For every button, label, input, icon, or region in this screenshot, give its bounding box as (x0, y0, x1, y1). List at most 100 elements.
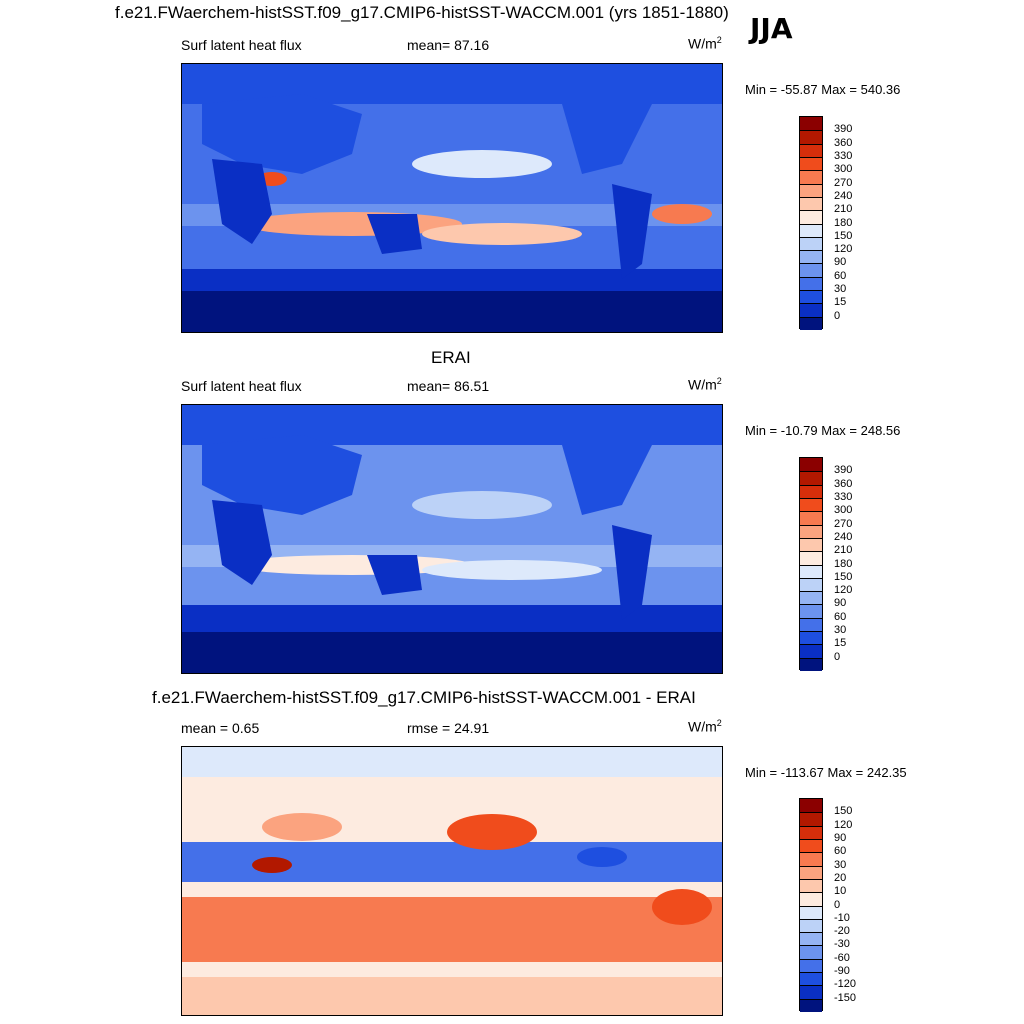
panel2-colorbar-tick-label: 30 (834, 624, 847, 637)
panel3-colorbar-swatch (800, 985, 822, 999)
panel3-colorbar-swatch (800, 958, 822, 973)
panel3-colorbar-swatch (800, 878, 822, 893)
panel3-colorbar-swatch (800, 972, 822, 986)
panel2-colorbar-tick-label: 60 (834, 610, 847, 623)
panel2-colorbar-tick-label: 360 (834, 477, 853, 490)
panel3-colorbar (799, 798, 823, 1012)
panel2-southern-band (182, 605, 722, 632)
panel1-colorbar-swatch (800, 170, 822, 184)
panel3-colorbar-swatch (800, 918, 822, 933)
panel1-colorbar-tick-label: 15 (834, 296, 847, 309)
panel3-colorbar-swatch (800, 945, 822, 959)
panel3-colorbar-tick-label: 20 (834, 871, 847, 884)
panel2-colorbar-swatch (800, 471, 822, 485)
panel3-colorbar-tick-label: 150 (834, 805, 853, 818)
panel2-colorbar-tick-label: 240 (834, 530, 853, 543)
panel2-minmax: Min = -10.79 Max = 248.56 (745, 423, 901, 438)
panel1-colorbar-tick-label: 30 (834, 283, 847, 296)
panel2-colorbar-swatch (800, 458, 822, 472)
panel3-colorbar-swatch (800, 838, 822, 853)
panel2-colorbar-swatch (800, 551, 822, 565)
panel1-colorbar-swatch (800, 183, 822, 197)
panel1-colorbar-swatch (800, 236, 822, 251)
panel1-antarctic-band (182, 289, 722, 332)
panel1-colorbar-swatch (800, 316, 822, 330)
panel2-map (181, 404, 723, 674)
panel2-colorbar-swatch (800, 497, 822, 512)
panel3-colorbar-swatch (800, 998, 822, 1012)
panel1-colorbar-tick-label: 120 (834, 243, 853, 256)
panel1-colorbar-swatch (800, 196, 822, 211)
panel2-south-pacific-max (422, 560, 602, 580)
panel1-colorbar-tick-label: 360 (834, 136, 853, 149)
panel1-colorbar-swatch (800, 290, 822, 304)
panel1-colorbar-tick-label: 270 (834, 176, 853, 189)
panel3-colorbar-tick-label: -30 (834, 938, 850, 951)
panel2-mean-label: mean= 86.51 (407, 378, 490, 394)
panel1-australia-land (367, 214, 422, 254)
panel1-colorbar-swatch (800, 276, 822, 291)
panel1-units: W/m2 (688, 35, 722, 52)
panel3-colorbar-tick-label: -120 (834, 978, 857, 991)
panel3-colorbar-tick-label: -90 (834, 965, 850, 978)
panel2-africa-land (212, 500, 272, 585)
panel2-north-pacific-high (412, 491, 552, 519)
panel3-south-atlantic-anomaly (652, 889, 712, 925)
panel1-map-svg (182, 64, 722, 332)
panel3-minmax: Min = -113.67 Max = 242.35 (745, 765, 907, 780)
panel1-colorbar-tick-label: 150 (834, 229, 853, 242)
panel1-colorbar-swatch (800, 130, 822, 144)
panel3-colorbar-tick-label: 60 (834, 845, 847, 858)
panel2-colorbar-tick-label: 210 (834, 544, 853, 557)
panel3-colorbar-swatch (800, 812, 822, 826)
panel3-colorbar-tick-label: -60 (834, 951, 850, 964)
panel2-colorbar-tick-label: 180 (834, 557, 853, 570)
panel2-variable-label: Surf latent heat flux (181, 378, 302, 394)
panel2-eurasia-land (202, 435, 362, 515)
panel2-colorbar (799, 457, 823, 671)
panel3-units: W/m2 (688, 718, 722, 735)
panel2-colorbar-swatch (800, 524, 822, 538)
panel3-colorbar-swatch (800, 892, 822, 906)
panel3-colorbar-tick-label: 0 (834, 898, 841, 911)
panel3-colorbar-tick-label: 10 (834, 885, 847, 898)
panel3-south-positive-band (182, 897, 722, 962)
panel2-map-svg (182, 405, 722, 673)
panel3-colorbar-tick-label: 120 (834, 818, 853, 831)
panel3-colorbar-tick-label: -150 (834, 991, 857, 1004)
panel2-colorbar-swatch (800, 511, 822, 525)
panel3-colorbar-tick-label: -10 (834, 911, 850, 924)
panel2-colorbar-swatch (800, 657, 822, 671)
panel1-north-america-land (562, 104, 652, 174)
panel1-colorbar-tick-label: 210 (834, 203, 853, 216)
panel3-map-svg (182, 747, 722, 1015)
panel2-colorbar-swatch (800, 564, 822, 578)
panel1-colorbar-swatch (800, 263, 822, 277)
main-title: f.e21.FWaerchem-histSST.f09_g17.CMIP6-hi… (115, 3, 729, 22)
panel1-africa-land (212, 159, 272, 244)
panel1-colorbar-swatch (800, 143, 822, 157)
panel3-asia-anomaly (262, 813, 342, 841)
panel3-mean-label: mean = 0.65 (181, 720, 260, 736)
panel1-colorbar-tick-label: 180 (834, 216, 853, 229)
panel1-variable-label: Surf latent heat flux (181, 37, 302, 53)
panel2-colorbar-swatch (800, 577, 822, 592)
panel3-east-pacific-anomaly (577, 847, 627, 867)
panel3-colorbar-swatch (800, 799, 822, 813)
panel2-north-america-land (562, 445, 652, 515)
season-label: JJA (750, 12, 793, 45)
panel2-colorbar-tick-label: 150 (834, 570, 853, 583)
panel1-colorbar-tick-label: 0 (834, 309, 841, 322)
panel2-colorbar-tick-label: 0 (834, 650, 841, 663)
panel2-colorbar-swatch (800, 644, 822, 658)
panel2-colorbar-tick-label: 15 (834, 637, 847, 650)
panel1-minmax: Min = -55.87 Max = 540.36 (745, 82, 901, 97)
panel1-south-atlantic-max (652, 204, 712, 224)
panel2-colorbar-swatch (800, 591, 822, 605)
panel2-colorbar-swatch (800, 617, 822, 632)
panel1-colorbar-swatch (800, 117, 822, 131)
panel3-rmse-label: rmse = 24.91 (407, 720, 490, 736)
panel1-colorbar-swatch (800, 250, 822, 264)
panel1-colorbar-swatch (800, 210, 822, 224)
panel3-colorbar-tick-label: 30 (834, 858, 847, 871)
